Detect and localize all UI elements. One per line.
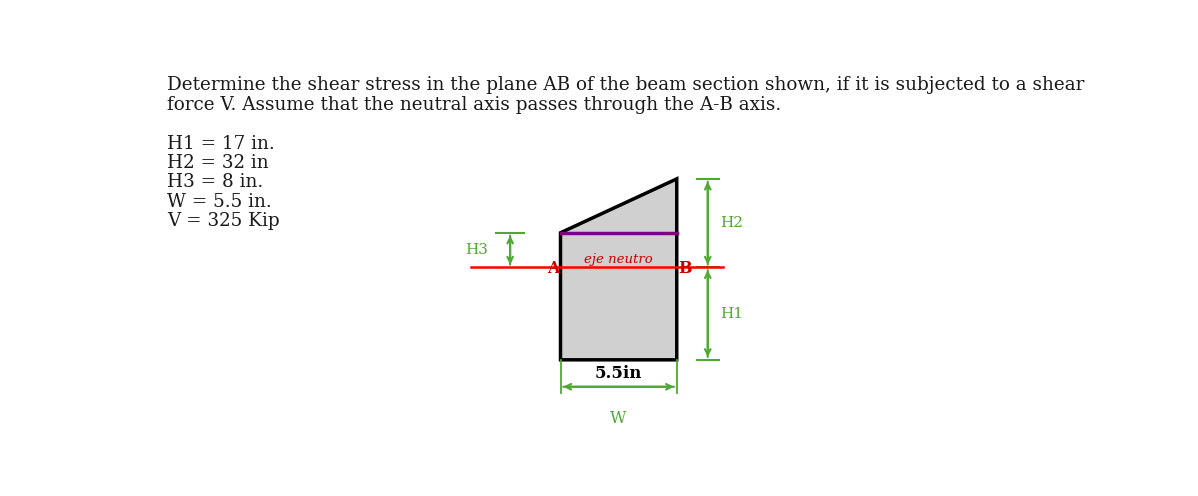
Text: H1: H1 (720, 307, 743, 320)
Text: H2: H2 (720, 216, 743, 230)
Text: W = 5.5 in.: W = 5.5 in. (167, 193, 272, 211)
Text: H1 = 17 in.: H1 = 17 in. (167, 135, 274, 153)
Text: W: W (610, 410, 627, 427)
Text: H3: H3 (466, 243, 489, 257)
Text: A: A (547, 260, 559, 277)
Text: H3 = 8 in.: H3 = 8 in. (167, 174, 264, 191)
Text: Determine the shear stress in the plane AB of the beam section shown, if it is s: Determine the shear stress in the plane … (167, 76, 1084, 94)
Text: H2 = 32 in: H2 = 32 in (167, 154, 268, 172)
Text: 5.5in: 5.5in (595, 365, 642, 382)
Polygon shape (561, 179, 677, 360)
Text: force V. Assume that the neutral axis passes through the A-B axis.: force V. Assume that the neutral axis pa… (167, 97, 781, 115)
Text: eje neutro: eje neutro (585, 253, 653, 266)
Text: B: B (678, 260, 691, 277)
Text: V = 325 Kip: V = 325 Kip (167, 212, 279, 230)
